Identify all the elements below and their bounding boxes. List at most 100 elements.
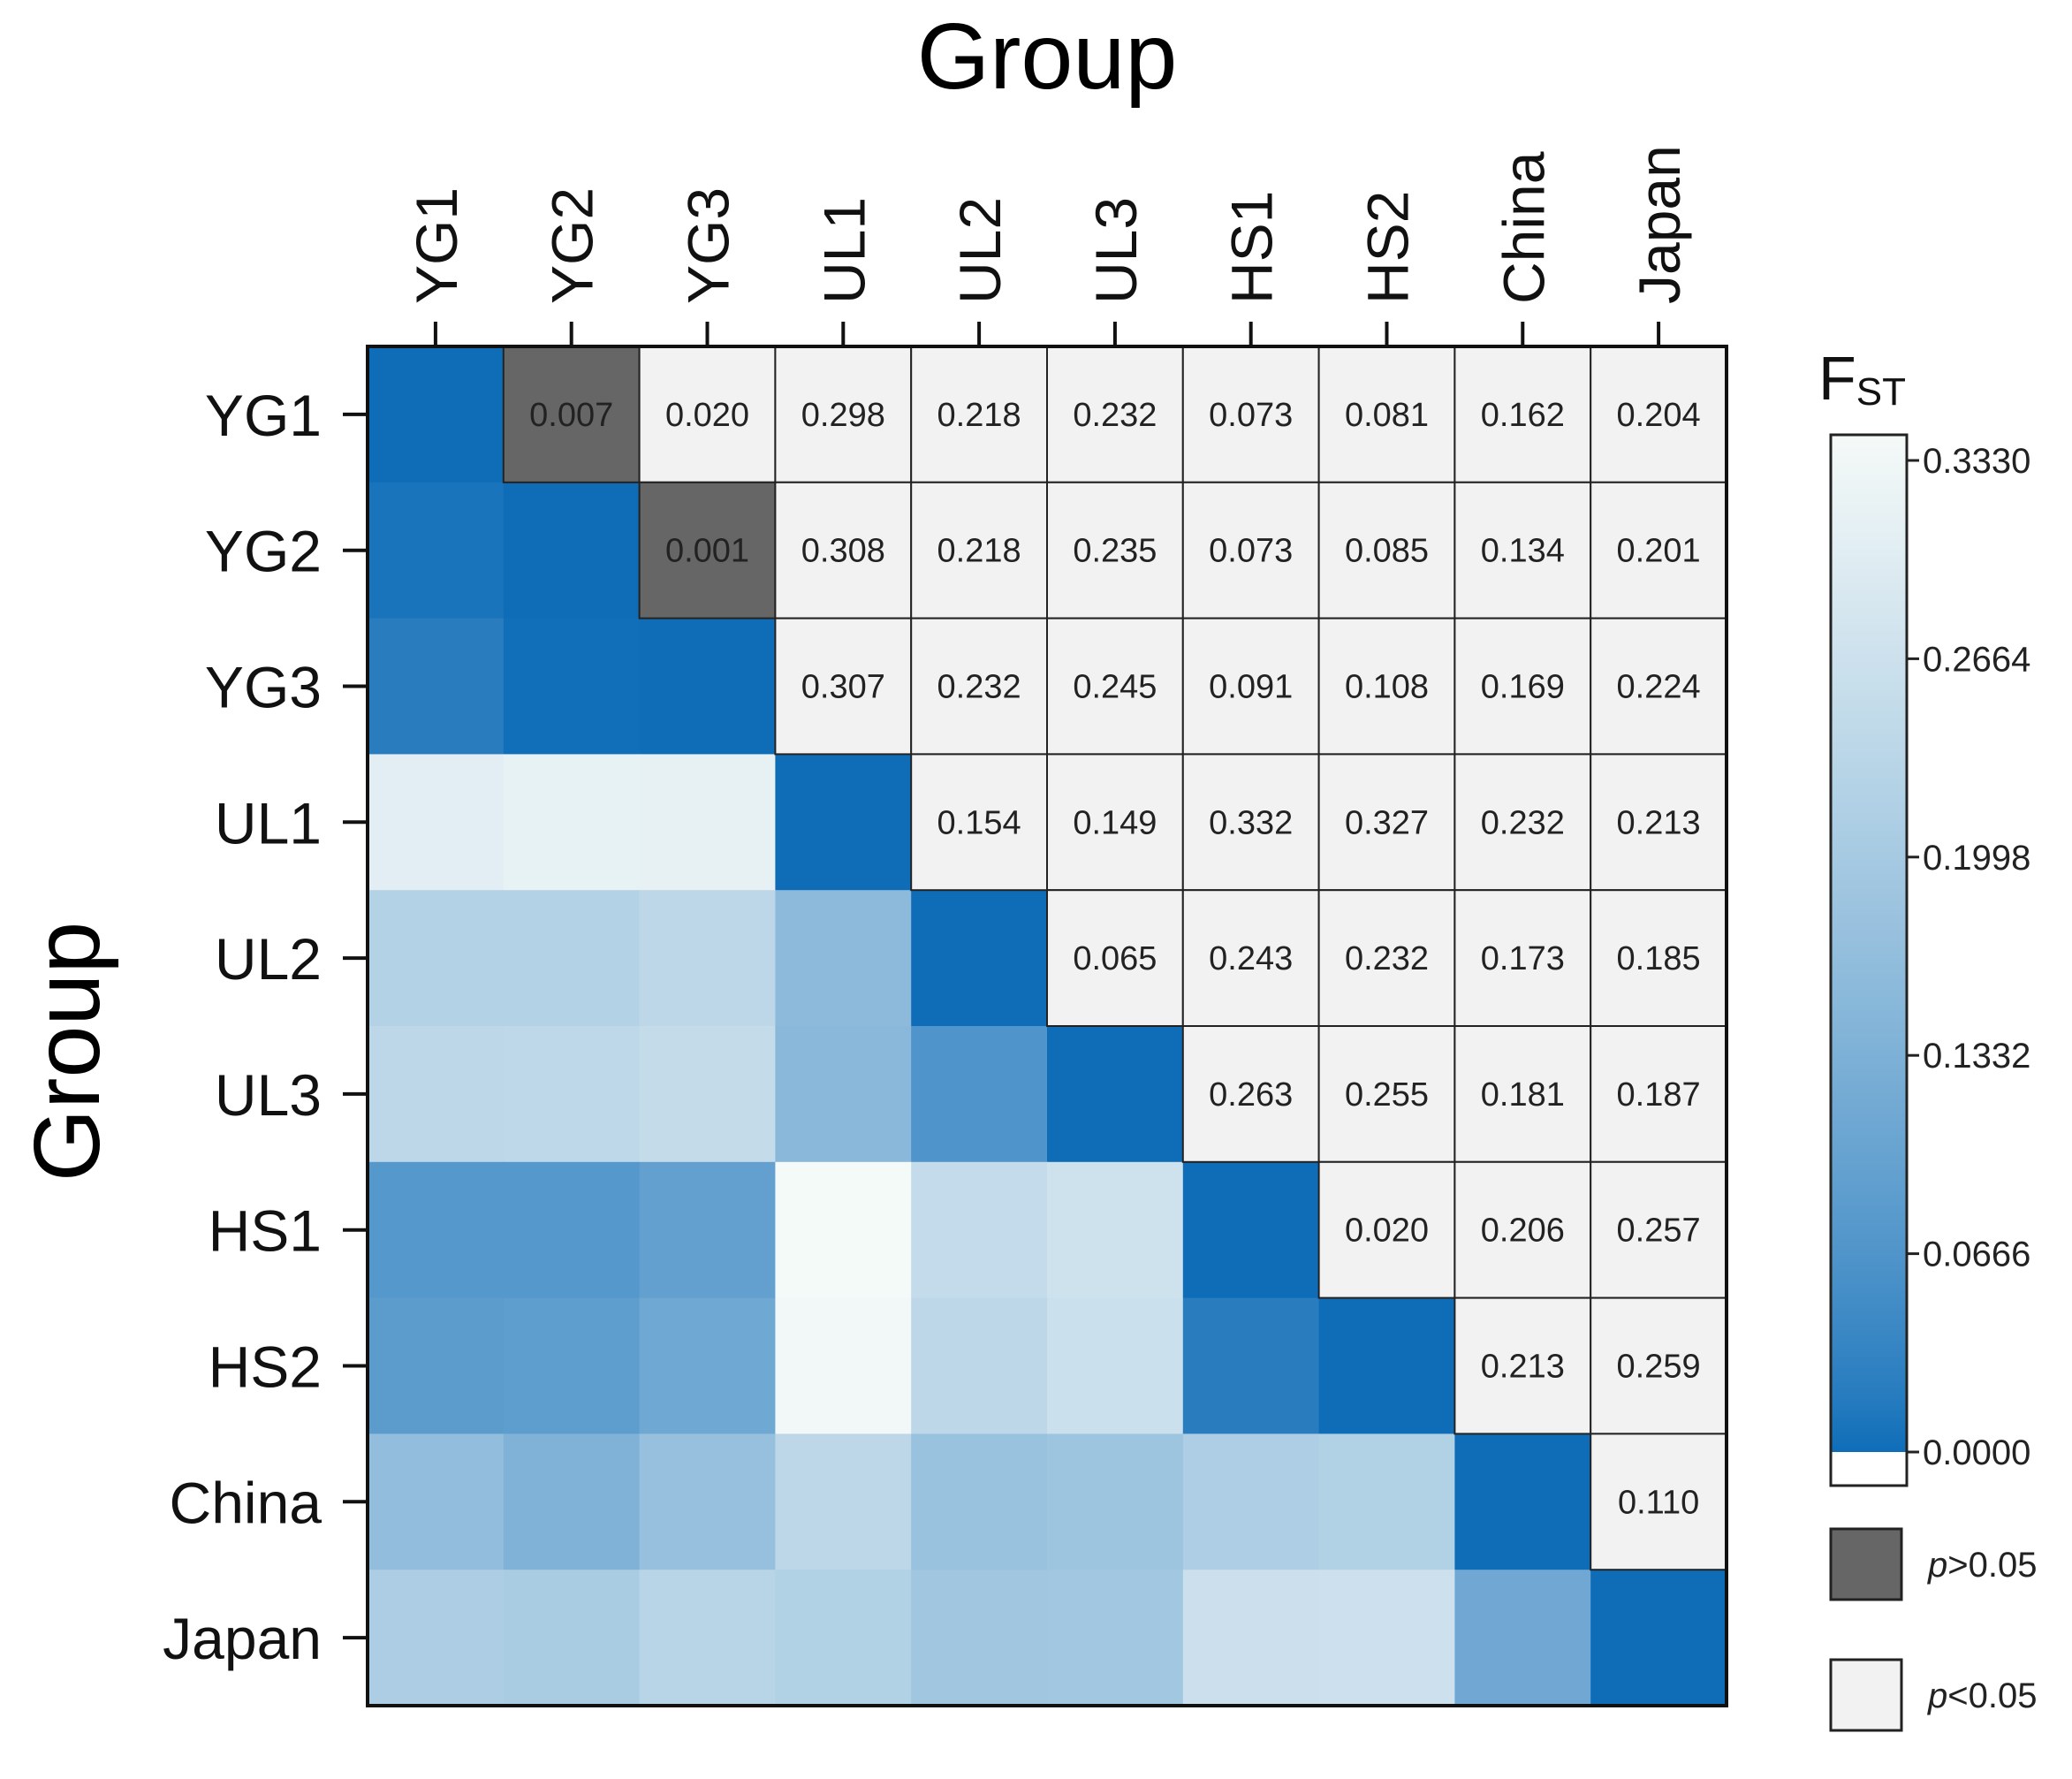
colorbar-tick-label-4: 0.0666	[1923, 1235, 2030, 1274]
fst-value-UL1-UL3: 0.149	[1073, 804, 1157, 841]
fst-value-YG1-UL2: 0.218	[937, 397, 1021, 434]
chart-title: Group	[917, 4, 1178, 109]
fst-value-HS2-Japan: 0.259	[1617, 1349, 1701, 1386]
heatmap-cell-China-UL1	[775, 1433, 912, 1570]
heatmap-cell-Japan-HS1	[1182, 1570, 1320, 1707]
fst-value-YG1-YG2: 0.007	[529, 397, 613, 434]
fst-value-cells: 0.007 0.020 0.298 0.218 0.232 0.073 0.081 0.162…	[502, 346, 1727, 1571]
fst-value-UL3-Japan: 0.187	[1617, 1076, 1701, 1114]
x-tick-label-YG1: YG1	[404, 187, 469, 304]
colorbar-border	[1829, 433, 1909, 1487]
heatmap-cell-UL3-UL2	[911, 1026, 1048, 1163]
fst-value-UL2-HS1: 0.243	[1209, 940, 1293, 977]
heatmap-cell-UL2-YG3	[639, 890, 776, 1027]
fst-value-YG3-China: 0.169	[1481, 669, 1565, 706]
heatmap-cell-China-UL3	[1047, 1433, 1184, 1570]
heatmap-cell-YG2-YG2	[503, 482, 641, 620]
fst-value-YG3-HS1: 0.091	[1209, 669, 1293, 706]
heatmap-cell-HS2-YG1	[368, 1297, 505, 1434]
heatmap-cell-Japan-UL1	[775, 1570, 912, 1707]
x-tick-label-UL3: UL3	[1083, 197, 1149, 304]
fst-value-YG1-HS2: 0.081	[1345, 397, 1429, 434]
heatmap-cell-China-YG3	[639, 1433, 776, 1570]
legend-swatch-0	[1829, 1527, 1903, 1601]
fst-cell-YG3-Japan	[1590, 617, 1727, 756]
colorbar-gradient	[1831, 435, 1907, 1452]
fst-cell-YG3-UL3	[1046, 617, 1184, 756]
heatmap-cell-HS1-YG3	[639, 1161, 776, 1299]
fst-value-HS2-China: 0.213	[1481, 1349, 1565, 1386]
fst-value-YG1-China: 0.162	[1481, 397, 1565, 434]
fst-cell-YG3-UL2	[910, 617, 1048, 756]
colorbar-tick-label-3: 0.1332	[1923, 1037, 2030, 1076]
y-tick-label-UL2: UL2	[215, 926, 322, 992]
fst-value-YG1-Japan: 0.204	[1617, 397, 1701, 434]
y-tick-label-Japan: Japan	[163, 1606, 322, 1671]
heatmap-cell-YG1-YG1	[368, 346, 505, 483]
y-tick-label-China: China	[170, 1470, 323, 1535]
fst-cell-YG2-HS2	[1317, 481, 1456, 620]
y-tick-label-UL3: UL3	[215, 1062, 322, 1128]
fst-cell-UL1-HS1	[1181, 753, 1320, 892]
fst-cell-UL3-China	[1453, 1025, 1592, 1163]
fst-value-UL2-Japan: 0.185	[1617, 940, 1701, 977]
fst-cell-YG1-UL1	[774, 346, 913, 483]
fst-value-UL1-China: 0.232	[1481, 804, 1565, 841]
heatmap-cell-China-HS1	[1182, 1433, 1320, 1570]
heatmap-cell-UL2-YG1	[368, 890, 505, 1027]
heatmap-cell-HS1-UL2	[911, 1161, 1048, 1299]
fst-cell-UL2-China	[1453, 889, 1592, 1028]
heatmap-cell-UL3-UL3	[1047, 1026, 1184, 1163]
colorbar-bottom-strip	[1831, 1452, 1907, 1486]
heatmap-cell-China-UL2	[911, 1433, 1048, 1570]
heatmap-cell-UL3-YG3	[639, 1026, 776, 1163]
fst-value-YG1-UL3: 0.232	[1073, 397, 1157, 434]
fst-value-UL3-HS2: 0.255	[1345, 1076, 1429, 1114]
y-tick-label-YG2: YG2	[205, 519, 322, 584]
heatmap-cell-HS2-HS2	[1318, 1297, 1455, 1434]
heatmap-cell-Japan-Japan	[1590, 1570, 1727, 1707]
x-tick-label-HS1: HS1	[1219, 191, 1285, 304]
heatmap-cell-HS2-UL3	[1047, 1297, 1184, 1434]
fst-value-UL3-HS1: 0.263	[1209, 1076, 1293, 1114]
heatmap-cell-YG3-YG1	[368, 618, 505, 755]
fst-cell-YG2-Japan	[1590, 481, 1727, 620]
fst-cell-UL2-HS2	[1317, 889, 1456, 1028]
x-tick-label-UL2: UL2	[947, 197, 1013, 304]
legend-label-0: p>0.05	[1927, 1546, 2037, 1585]
fst-value-YG2-Japan: 0.201	[1617, 533, 1701, 570]
colorbar: FST 0.3330 0.2664 0.1998 0.1332 0.0666 0.0000	[1818, 344, 2030, 1487]
heatmap-cell-HS2-UL2	[911, 1297, 1048, 1434]
heatmap-cell-HS2-YG3	[639, 1297, 776, 1434]
heatmap-cell-YG3-YG3	[639, 618, 776, 755]
fst-value-YG2-UL3: 0.235	[1073, 533, 1157, 570]
fst-cell-YG3-HS1	[1181, 617, 1320, 756]
heatmap-cell-Japan-HS2	[1318, 1570, 1455, 1707]
heatmap-border	[366, 345, 1728, 1707]
y-axis-label: Group	[15, 922, 119, 1182]
heatmap-cell-HS2-YG2	[503, 1297, 641, 1434]
fst-cell-UL1-UL2	[910, 753, 1048, 892]
fst-value-HS1-HS2: 0.020	[1345, 1213, 1429, 1250]
heatmap-cell-China-China	[1454, 1433, 1591, 1570]
fst-value-YG1-YG3: 0.020	[665, 397, 749, 434]
fst-value-UL1-HS2: 0.327	[1345, 804, 1429, 841]
heatmap-cell-Japan-UL3	[1047, 1570, 1184, 1707]
heatmap-cell-UL3-YG1	[368, 1026, 505, 1163]
legend-label-suffix-0: >0.05	[1947, 1546, 2037, 1585]
fst-value-UL3-China: 0.181	[1481, 1076, 1565, 1114]
fst-cell-YG2-YG3	[638, 481, 777, 620]
heatmap-cell-YG3-YG2	[503, 618, 641, 755]
heatmap-cell-UL1-YG1	[368, 754, 505, 891]
fst-value-YG3-Japan: 0.224	[1617, 669, 1701, 706]
heatmap-cell-HS1-HS1	[1182, 1161, 1320, 1299]
fst-value-YG1-HS1: 0.073	[1209, 397, 1293, 434]
fst-value-UL1-UL2: 0.154	[937, 804, 1021, 841]
y-tick-label-YG1: YG1	[205, 383, 322, 448]
y-tick-label-HS2: HS2	[209, 1334, 322, 1400]
fst-value-UL1-HS1: 0.332	[1209, 804, 1293, 841]
fst-cell-YG2-UL3	[1046, 481, 1184, 620]
heatmap-cell-China-YG2	[503, 1433, 641, 1570]
significance-legend: p>0.05p<0.05	[1829, 1527, 2037, 1732]
heatmap-cell-UL2-YG2	[503, 890, 641, 1027]
